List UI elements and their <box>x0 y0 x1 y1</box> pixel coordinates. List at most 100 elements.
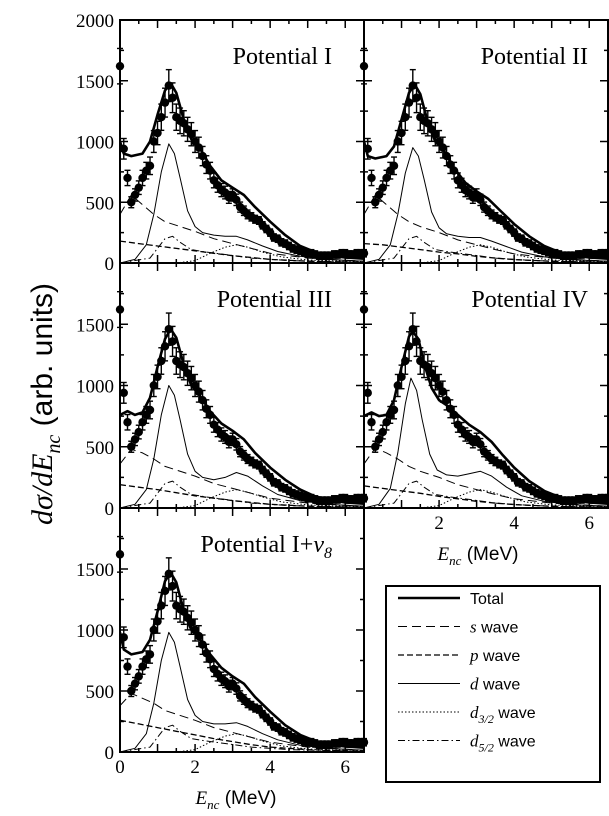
data-point <box>179 109 189 137</box>
curve-d <box>120 631 364 752</box>
data-points <box>115 47 369 261</box>
legend-item-d: d wave <box>398 675 520 694</box>
curves <box>120 327 364 508</box>
data-points <box>359 47 609 261</box>
panel-title: Potential I <box>233 44 332 70</box>
data-point <box>130 188 140 202</box>
curve-d32 <box>120 244 364 263</box>
curve-d <box>364 377 608 508</box>
data-point <box>145 400 155 420</box>
x-tick-label: 4 <box>265 757 275 778</box>
x-tick-label: 0 <box>115 757 125 778</box>
data-point <box>404 87 414 118</box>
data-point <box>359 47 369 85</box>
panel-potential-4: 2 4 6 Potential IV <box>359 262 609 534</box>
data-point <box>412 325 421 358</box>
curve-d52 <box>120 480 364 508</box>
curve-total <box>120 327 364 505</box>
curves <box>364 330 608 508</box>
panel-title: Potential III <box>217 287 332 313</box>
legend: Total s wave p wave d wave d3/2 wave d5/2 wav… <box>385 585 601 783</box>
y-tick-label: 500 <box>86 682 115 703</box>
data-point <box>374 188 384 202</box>
curves <box>120 571 364 752</box>
y-axis-label-sub: nc <box>43 435 65 454</box>
curve-d <box>120 385 364 508</box>
data-point <box>168 570 177 602</box>
y-tick-label: 1500 <box>76 72 114 93</box>
data-point <box>378 180 387 196</box>
y-tick-label: 500 <box>86 438 115 459</box>
data-point <box>160 87 170 118</box>
legend-label: d5/2 wave <box>470 732 536 755</box>
x-axis-label-bottom-unit: (MeV) <box>219 788 276 809</box>
y-axis-label-main: dσ/dE <box>26 454 59 525</box>
x-tick-label: 6 <box>584 513 594 534</box>
y-tick-label: 0 <box>105 499 115 520</box>
y-tick-label: 2000 <box>76 11 114 32</box>
data-point <box>412 82 421 114</box>
data-point <box>123 413 132 431</box>
legend-item-s: s wave <box>398 618 519 637</box>
curves <box>120 81 364 263</box>
y-tick-label: 500 <box>86 193 115 214</box>
data-point <box>187 121 196 147</box>
y-axis-label-unit: (arb. units) <box>26 283 59 435</box>
legend-label: Total <box>470 591 504 608</box>
data-point <box>115 535 125 573</box>
data-point <box>524 239 534 248</box>
data-point <box>115 47 125 85</box>
data-point <box>389 400 399 420</box>
data-points <box>115 290 369 506</box>
curve-d52 <box>364 480 608 508</box>
data-point <box>123 169 132 187</box>
curve-d <box>364 147 608 263</box>
curve-d52 <box>120 235 364 263</box>
data-point <box>123 658 132 675</box>
panel-potential-1-v8: 0 500 1000 1500 0 2 4 6 Potential I+v8 <box>76 507 369 778</box>
data-point <box>179 598 189 626</box>
data-point <box>172 591 181 620</box>
data-points <box>359 290 609 506</box>
x-axis-label-right-unit: (MeV) <box>461 544 518 565</box>
data-point <box>160 575 170 607</box>
data-point <box>119 626 128 649</box>
data-points <box>115 535 369 750</box>
y-tick-label: 0 <box>105 743 115 764</box>
legend-item-p: p wave <box>398 646 520 665</box>
data-point <box>359 737 369 747</box>
data-point <box>198 634 207 656</box>
panel-potential-2: Potential II <box>359 19 609 264</box>
data-point <box>127 440 136 453</box>
legend-label: d wave <box>470 675 520 694</box>
data-point <box>179 353 189 381</box>
x-axis-label-right-sub: nc <box>449 553 462 568</box>
panel-potential-3: 0 500 1000 1500 Potential III <box>76 262 369 520</box>
panel-title: Potential I+v8 <box>200 532 332 562</box>
curve-d52 <box>120 724 364 752</box>
curve-p <box>120 719 364 752</box>
data-point <box>157 347 166 375</box>
panel-potential-1: 0 500 1000 1500 2000 Potential I <box>76 11 369 275</box>
curve-total <box>120 81 364 260</box>
data-point <box>367 169 376 187</box>
legend-label: d3/2 wave <box>470 703 536 726</box>
curve-d <box>120 143 364 263</box>
data-point <box>198 145 207 167</box>
data-point <box>168 325 177 358</box>
curve-total <box>364 83 608 260</box>
y-tick-label: 1000 <box>76 377 114 398</box>
data-point <box>367 413 376 431</box>
legend-item-d32: d3/2 wave <box>398 703 536 726</box>
x-axis-label-right: Enc (MeV) <box>437 544 519 568</box>
curves <box>364 83 608 263</box>
y-axis-label: dσ/dEnc (arb. units) <box>26 283 65 525</box>
data-point <box>603 493 609 503</box>
data-point <box>603 248 609 258</box>
data-point <box>168 82 177 114</box>
y-tick-label: 0 <box>105 254 115 275</box>
data-point <box>115 290 125 329</box>
data-point <box>119 381 128 404</box>
x-axis-label-bottom-main: E <box>195 788 208 809</box>
